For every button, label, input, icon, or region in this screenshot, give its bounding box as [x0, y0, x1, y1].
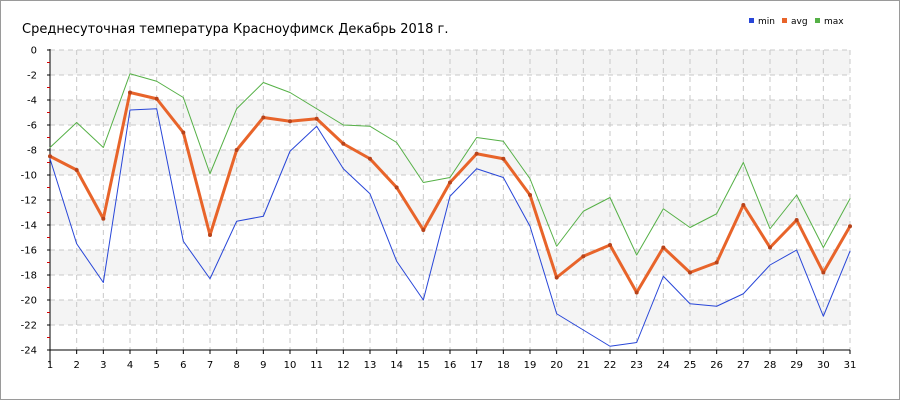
data-point-avg — [261, 115, 266, 120]
y-tick-label: -22 — [21, 321, 37, 332]
series-line-min — [49, 108, 851, 347]
data-point-avg — [741, 203, 746, 207]
x-tick-label: 11 — [310, 360, 323, 371]
y-tick-label: -20 — [21, 296, 37, 307]
legend-label-min: min — [758, 17, 775, 27]
x-tick-label: 3 — [100, 360, 106, 371]
x-tick-label: 6 — [180, 360, 186, 371]
legend-label-max: max — [824, 17, 844, 27]
data-point-avg — [848, 224, 852, 229]
x-tick-label: 25 — [684, 360, 697, 371]
data-point-avg — [314, 116, 319, 121]
data-point-avg — [181, 130, 186, 135]
x-tick-label: 8 — [233, 360, 239, 371]
y-tick-label: -12 — [21, 196, 37, 207]
y-tick-label: -8 — [27, 146, 37, 157]
x-tick-label: 14 — [390, 360, 403, 371]
plot-band — [50, 325, 850, 350]
data-point-avg — [554, 275, 559, 280]
data-point-avg — [501, 156, 506, 161]
x-tick-label: 18 — [497, 360, 510, 371]
plot-band — [50, 100, 850, 125]
x-tick-label: 28 — [764, 360, 777, 371]
x-tick-label: 17 — [470, 360, 483, 371]
plot-band — [50, 225, 850, 250]
x-tick-label: 27 — [737, 360, 750, 371]
x-tick-label: 9 — [260, 360, 266, 371]
data-point-avg — [528, 193, 532, 197]
data-point-avg — [688, 270, 692, 275]
x-tick-label: 5 — [153, 360, 159, 371]
y-tick-label: -10 — [21, 171, 37, 182]
x-tick-label: 22 — [604, 360, 617, 371]
data-point-avg — [821, 270, 826, 275]
x-tick-label: 13 — [364, 360, 377, 371]
data-point-avg — [234, 148, 239, 152]
data-point-avg — [661, 245, 666, 250]
plot-band — [50, 250, 850, 275]
y-tick-label: -18 — [21, 271, 37, 282]
x-tick-label: 30 — [817, 360, 830, 371]
data-point-avg — [288, 119, 292, 124]
legend-swatch-avg — [782, 18, 787, 23]
data-point-avg — [474, 151, 479, 156]
chart-title: Среднесуточная температура Красноуфимск … — [22, 22, 448, 37]
legend: min avg max — [749, 17, 844, 27]
y-tick-label: 0 — [31, 46, 37, 57]
x-tick-label: 23 — [630, 360, 643, 371]
x-axis-ticks: 1 2 3 4 5 6 7 8 9 10 11 12 13 14 15 16 17 18 19 20 21 22 23 24 2… — [47, 350, 857, 371]
plot-band — [50, 125, 850, 150]
legend-label-avg: avg — [791, 17, 808, 27]
y-tick-label: -2 — [27, 71, 37, 82]
x-tick-label: 4 — [127, 360, 133, 371]
series-line-max — [49, 73, 851, 256]
x-tick-label: 31 — [844, 360, 857, 371]
y-tick-label: -24 — [21, 346, 37, 357]
data-point-avg — [48, 154, 52, 159]
y-tick-label: -14 — [21, 221, 37, 232]
x-tick-label: 16 — [444, 360, 457, 371]
data-point-avg — [101, 216, 106, 221]
x-tick-label: 24 — [657, 360, 670, 371]
data-point-avg — [421, 228, 426, 232]
y-axis-ticks: 0 -2 -4 -6 -8 -10 -12 -14 -16 -18 -20 -22 -24 — [21, 46, 50, 357]
x-tick-label: 20 — [550, 360, 563, 371]
y-tick-label: -6 — [27, 121, 37, 132]
data-point-avg — [714, 260, 719, 265]
y-tick-label: -4 — [27, 96, 37, 107]
data-point-avg — [128, 90, 132, 95]
data-point-avg — [368, 156, 372, 161]
x-tick-label: 29 — [790, 360, 803, 371]
x-tick-label: 10 — [284, 360, 297, 371]
series-layer — [48, 73, 852, 347]
x-tick-label: 21 — [577, 360, 590, 371]
legend-swatch-min — [749, 18, 754, 23]
data-point-avg — [448, 180, 452, 185]
y-tick-label: -16 — [21, 246, 37, 257]
x-tick-label: 2 — [73, 360, 79, 371]
data-point-avg — [341, 141, 346, 146]
x-tick-label: 26 — [710, 360, 723, 371]
data-point-avg — [581, 254, 586, 259]
data-point-avg — [394, 185, 399, 190]
x-tick-label: 12 — [337, 360, 350, 371]
legend-swatch-max — [815, 18, 820, 23]
data-point-avg — [634, 290, 639, 295]
data-point-avg — [608, 243, 612, 247]
data-point-avg — [154, 96, 159, 101]
x-tick-label: 15 — [417, 360, 430, 371]
data-point-avg — [74, 168, 79, 172]
data-point-avg — [768, 245, 772, 250]
data-point-avg — [208, 233, 212, 237]
x-tick-label: 19 — [524, 360, 537, 371]
x-tick-label: 7 — [207, 360, 213, 371]
data-point-avg — [794, 218, 799, 222]
x-tick-label: 1 — [47, 360, 53, 371]
